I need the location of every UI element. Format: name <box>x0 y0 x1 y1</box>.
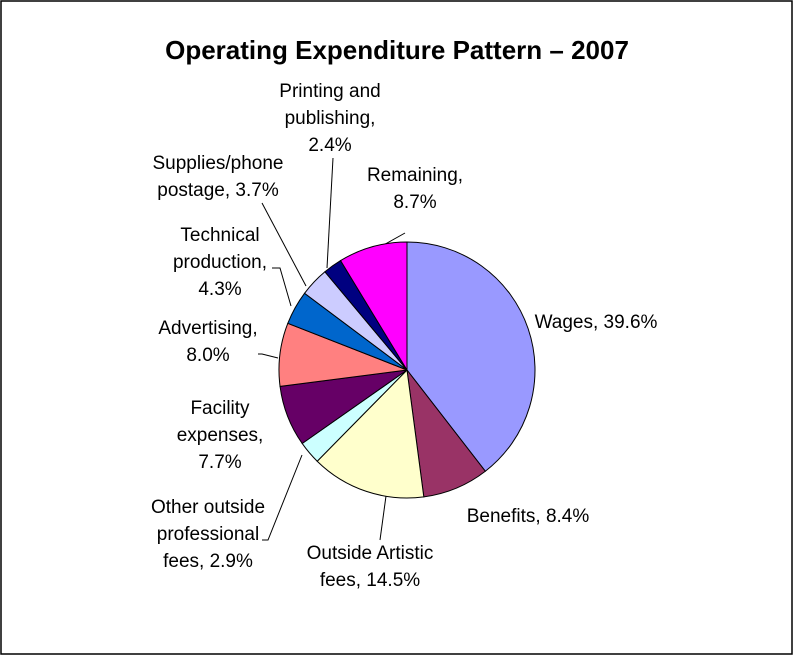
data-label: 4.3% <box>198 279 241 300</box>
data-label: Other outside <box>151 497 265 518</box>
pie-slice <box>316 368 425 499</box>
data-label: Printing and <box>279 81 380 102</box>
data-label: fees, 14.5% <box>320 570 420 591</box>
data-label: Advertising, <box>158 318 257 339</box>
data-label: professional <box>157 524 259 545</box>
data-label: 2.4% <box>308 135 351 156</box>
data-label: postage, 3.7% <box>157 180 279 201</box>
data-label: 8.7% <box>393 192 436 213</box>
data-label: Benefits, 8.4% <box>467 506 590 527</box>
data-label: Technical <box>180 225 259 246</box>
data-label: Wages, 39.6% <box>535 312 658 333</box>
data-label: fees, 2.9% <box>163 551 253 572</box>
leader-line <box>262 454 303 541</box>
data-label: publishing, <box>285 108 376 129</box>
leader-line <box>379 495 387 541</box>
leader-line <box>258 353 279 359</box>
leader-line <box>326 157 334 269</box>
data-label: Outside Artistic <box>307 543 434 564</box>
leader-line <box>261 202 307 287</box>
data-label: expenses, <box>177 425 264 446</box>
leader-line <box>272 267 292 307</box>
data-label: Facility <box>190 398 250 419</box>
pie-slice <box>406 241 536 472</box>
chart-title: Operating Expenditure Pattern – 2007 <box>165 35 629 65</box>
data-label: 7.7% <box>198 452 241 473</box>
data-label: 8.0% <box>186 345 229 366</box>
data-label: Supplies/phone <box>153 153 284 174</box>
pie-slice <box>339 241 408 372</box>
data-label: production, <box>173 252 267 273</box>
data-label: Remaining, <box>367 165 463 186</box>
